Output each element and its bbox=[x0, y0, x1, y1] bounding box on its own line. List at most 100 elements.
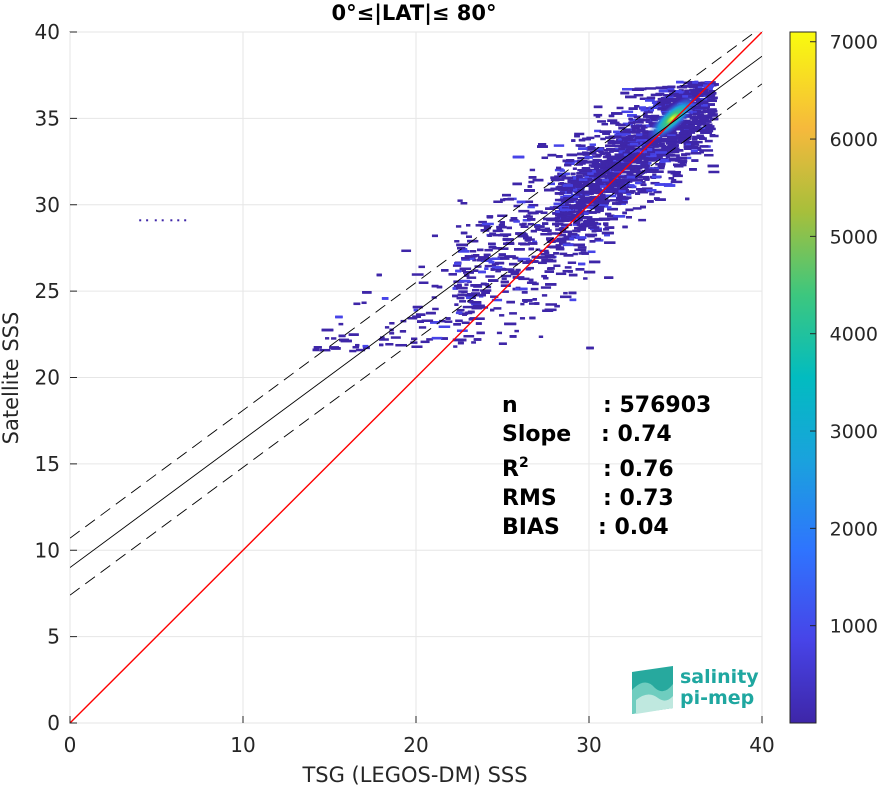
density-cell bbox=[616, 106, 624, 110]
density-cell bbox=[600, 137, 606, 141]
density-cell bbox=[500, 198, 506, 202]
density-cell bbox=[577, 156, 590, 160]
isolated-point bbox=[177, 219, 180, 222]
density-cell bbox=[696, 134, 704, 138]
density-cell bbox=[635, 192, 641, 195]
density-cell bbox=[502, 238, 509, 241]
density-cell bbox=[629, 149, 641, 153]
density-cell bbox=[339, 338, 349, 342]
density-cell bbox=[625, 95, 637, 99]
density-cell bbox=[554, 224, 559, 228]
density-cell bbox=[416, 320, 424, 323]
density-cell bbox=[554, 168, 564, 172]
density-cell bbox=[559, 169, 565, 172]
density-cell bbox=[628, 107, 638, 110]
density-cell bbox=[627, 139, 636, 142]
density-cell bbox=[577, 152, 586, 156]
density-cell bbox=[649, 170, 661, 174]
density-cell bbox=[614, 153, 624, 156]
density-cell bbox=[569, 206, 581, 210]
density-cell bbox=[620, 130, 631, 134]
density-cell bbox=[708, 170, 720, 174]
y-tick-label: 5 bbox=[47, 625, 60, 649]
density-cell bbox=[521, 222, 527, 226]
density-cell bbox=[601, 165, 614, 168]
density-cell bbox=[640, 180, 646, 184]
density-cell bbox=[510, 217, 518, 220]
density-cell bbox=[577, 191, 584, 195]
density-cell bbox=[420, 340, 430, 344]
density-cell bbox=[528, 176, 537, 179]
density-cell bbox=[685, 197, 690, 201]
density-cell bbox=[466, 296, 474, 299]
density-cell bbox=[698, 128, 705, 132]
density-cell bbox=[572, 252, 578, 256]
density-cell bbox=[502, 290, 509, 293]
density-cell bbox=[582, 153, 590, 156]
density-cell bbox=[629, 142, 639, 146]
density-cell bbox=[640, 183, 646, 186]
density-cell bbox=[698, 106, 704, 110]
isolated-point bbox=[139, 219, 142, 222]
density-cell bbox=[701, 89, 709, 93]
density-cell bbox=[555, 272, 567, 276]
density-cell bbox=[513, 220, 520, 223]
density-cell bbox=[691, 119, 699, 123]
density-cell bbox=[464, 283, 469, 286]
density-cell bbox=[636, 139, 648, 142]
density-cell bbox=[562, 159, 573, 163]
density-cell bbox=[614, 178, 625, 182]
density-cell bbox=[594, 165, 606, 168]
density-cell bbox=[617, 182, 626, 185]
line-one-to-one bbox=[70, 32, 762, 723]
density-cell bbox=[478, 220, 487, 224]
density-cell bbox=[667, 134, 677, 137]
density-cell bbox=[612, 160, 622, 163]
density-cell bbox=[601, 231, 614, 235]
density-cell bbox=[621, 138, 631, 141]
density-cell bbox=[643, 177, 650, 180]
density-cell bbox=[508, 262, 518, 266]
density-cell bbox=[680, 122, 687, 126]
density-cell bbox=[640, 134, 651, 138]
density-cell bbox=[576, 175, 583, 178]
density-cell bbox=[688, 127, 697, 131]
density-cell bbox=[452, 287, 458, 290]
density-cell bbox=[669, 92, 680, 96]
density-cell bbox=[707, 94, 715, 98]
density-cell bbox=[558, 188, 569, 191]
density-cell bbox=[526, 214, 531, 218]
density-cell bbox=[705, 126, 713, 129]
density-cell bbox=[325, 337, 330, 340]
density-cell bbox=[672, 157, 677, 161]
density-cell bbox=[527, 185, 533, 188]
density-cell bbox=[607, 214, 615, 218]
density-cell bbox=[552, 212, 564, 215]
density-cell bbox=[671, 94, 682, 97]
density-cell bbox=[592, 218, 603, 221]
density-cell bbox=[630, 170, 638, 174]
density-cell bbox=[527, 242, 538, 245]
density-cell bbox=[652, 173, 657, 176]
density-cell bbox=[595, 153, 602, 157]
density-cell bbox=[559, 172, 570, 176]
density-cell bbox=[587, 206, 594, 209]
density-cell bbox=[647, 200, 654, 203]
density-cell bbox=[650, 181, 660, 185]
density-cell bbox=[488, 246, 497, 249]
density-cell bbox=[647, 157, 658, 161]
line-upper-bound bbox=[70, 32, 756, 539]
chart-title: 0°≤|LAT|≤ 80° bbox=[331, 1, 496, 26]
density-cell bbox=[559, 182, 564, 185]
stat-rms-label: RMS bbox=[502, 486, 557, 511]
density-cell bbox=[574, 204, 582, 207]
density-cell bbox=[586, 346, 594, 350]
density-cell bbox=[578, 262, 586, 266]
density-cell bbox=[652, 144, 663, 148]
density-cell bbox=[570, 172, 576, 176]
density-cell bbox=[654, 183, 665, 186]
density-cell bbox=[650, 114, 660, 118]
density-cell bbox=[610, 178, 620, 182]
density-cell bbox=[563, 200, 574, 203]
